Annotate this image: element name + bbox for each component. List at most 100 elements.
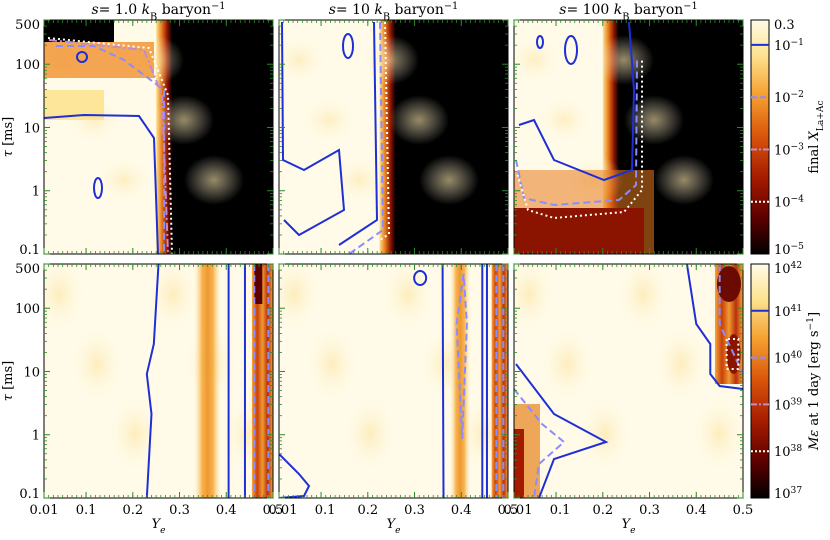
x-tick-label: 0.3 (639, 503, 660, 518)
heatmap-blob (389, 95, 449, 145)
x-tick-label: 0.1 (315, 503, 336, 518)
x-tick-label: 0.01 (504, 503, 533, 518)
y-tick-label: 100 (15, 58, 40, 73)
heatmap-blob (514, 264, 557, 334)
x-axis-label: Ye (152, 517, 166, 536)
heatmap-blob (594, 35, 654, 85)
heatmap-dark-corner (44, 20, 114, 42)
colorbar-tick-label: 1041 (774, 304, 802, 320)
x-tick-label: 0.2 (357, 503, 378, 518)
heatmap-blob (624, 95, 684, 145)
heatmap-dark-patch (514, 208, 644, 254)
x-axis-label: Ye (387, 517, 401, 536)
panel-content-r0-c2 (514, 20, 743, 254)
y-tick-label: 500 (15, 262, 40, 277)
heatmap-blob (304, 324, 360, 404)
y-axis-label: τ [ms] (1, 361, 16, 401)
contour-dotted (358, 21, 391, 254)
x-tick-label: 0.01 (269, 503, 298, 518)
y-tick-label: 1 (32, 429, 40, 444)
x-tick-label: 0.1 (76, 503, 97, 518)
colorbar-tick-label: 10−5 (774, 242, 804, 258)
x-tick-label: 0.4 (216, 503, 237, 518)
heatmap-blob (653, 324, 709, 404)
heatmap-orange-patch (44, 42, 154, 78)
heatmap-band (193, 264, 222, 498)
heatmap-blob (145, 264, 201, 334)
colorbar-1: 1042 1041 1040 1039 1038 1037 Mε at 1 day [erg… (750, 261, 822, 502)
contour-dashed (348, 21, 385, 254)
x-tick-label: 0.1 (550, 503, 571, 518)
contour-solid (44, 113, 159, 254)
panel-content-r1-c2 (514, 264, 743, 498)
y-tick-label: 100 (15, 302, 40, 317)
panel-content-r1-c1 (279, 264, 508, 498)
contour-dashed (718, 264, 743, 375)
colorbar-tick-label: 10−2 (774, 90, 804, 106)
heatmap-blob (299, 95, 359, 145)
panel-content-r0-c1 (279, 20, 508, 254)
heatmap-blob (615, 264, 671, 334)
colorbar-tick-label: 1037 (774, 486, 802, 502)
colorbar-tick-label: 10−3 (774, 142, 804, 158)
contour-solid-island (342, 33, 354, 59)
panel-r0-c0 (43, 19, 274, 255)
contour-solid-island (76, 51, 88, 63)
heatmap-blob (539, 324, 595, 404)
colorbar-0: 0.3 10−1 10−2 10−3 10−4 10−5 final XLa+Ac (750, 18, 826, 258)
panel-r1-c2 (513, 263, 744, 499)
heatmap-blob (359, 35, 419, 85)
y-tick-label: 10 (23, 365, 40, 380)
contour-solid-island (93, 177, 103, 199)
x-tick-label: 0.2 (592, 503, 613, 518)
heatmap-blob (107, 394, 163, 474)
heatmap-blob (279, 35, 329, 85)
contour-solid (279, 453, 311, 498)
y-tick-label: 1 (32, 185, 40, 200)
column-title: s= 10 kB baryon−1 (329, 1, 459, 23)
contour-solid (145, 264, 160, 498)
heatmap-blob (380, 264, 436, 334)
heatmap-dark-patch (514, 429, 524, 498)
contour-solid (441, 264, 445, 498)
colorbar-label: Mε at 1 day [erg s−1] (806, 312, 822, 451)
x-tick-label: 0.4 (451, 503, 472, 518)
panel-content-r1-c0 (44, 264, 273, 498)
contour-dashed (56, 45, 165, 254)
heatmap-blob (329, 155, 389, 205)
x-tick-label: 0.3 (404, 503, 425, 518)
heatmap-blob (94, 155, 154, 205)
colorbar-tick-label: 1038 (774, 444, 802, 460)
panel-r0-c2 (513, 19, 744, 255)
heatmap-dark-spot (716, 266, 741, 302)
y-tick-label: 0.1 (19, 487, 40, 502)
y-tick-label: 10 (23, 121, 40, 136)
heatmap-blob (342, 394, 398, 474)
column-title: s= 1.0 kB baryon−1 (91, 1, 225, 23)
colorbar-tick-label: 1042 (774, 261, 802, 277)
contour-dashdot (48, 39, 169, 254)
heatmap-blob (184, 155, 244, 205)
contour-solid (515, 363, 609, 498)
contour-dotted (725, 338, 740, 370)
contour-dotted (47, 37, 173, 254)
contour-solid (518, 21, 636, 182)
panel-r0-c1 (278, 19, 509, 255)
colorbar-tick-label: 0.3 (774, 18, 795, 33)
column-title: s= 100 kB baryon−1 (559, 1, 698, 23)
heatmap-blob (279, 264, 322, 334)
contour-solid (338, 21, 379, 246)
colorbar-tick-label: 1040 (774, 351, 802, 367)
contour-dashed (455, 273, 468, 440)
heatmap-blob (577, 394, 633, 474)
heatmap-blob (514, 35, 564, 85)
x-tick-label: 0.3 (169, 503, 190, 518)
contour-dashed (515, 59, 638, 207)
axes-layer: 0.1 1 10 100 500 τ [ms] s= 1.0 kB baryon−1 s= 1… (1, 1, 753, 537)
y-axis-label: τ [ms] (1, 117, 16, 157)
panel-r1-c0 (43, 263, 274, 499)
x-tick-label: 0.4 (686, 503, 707, 518)
x-tick-label: 0.5 (498, 503, 519, 518)
